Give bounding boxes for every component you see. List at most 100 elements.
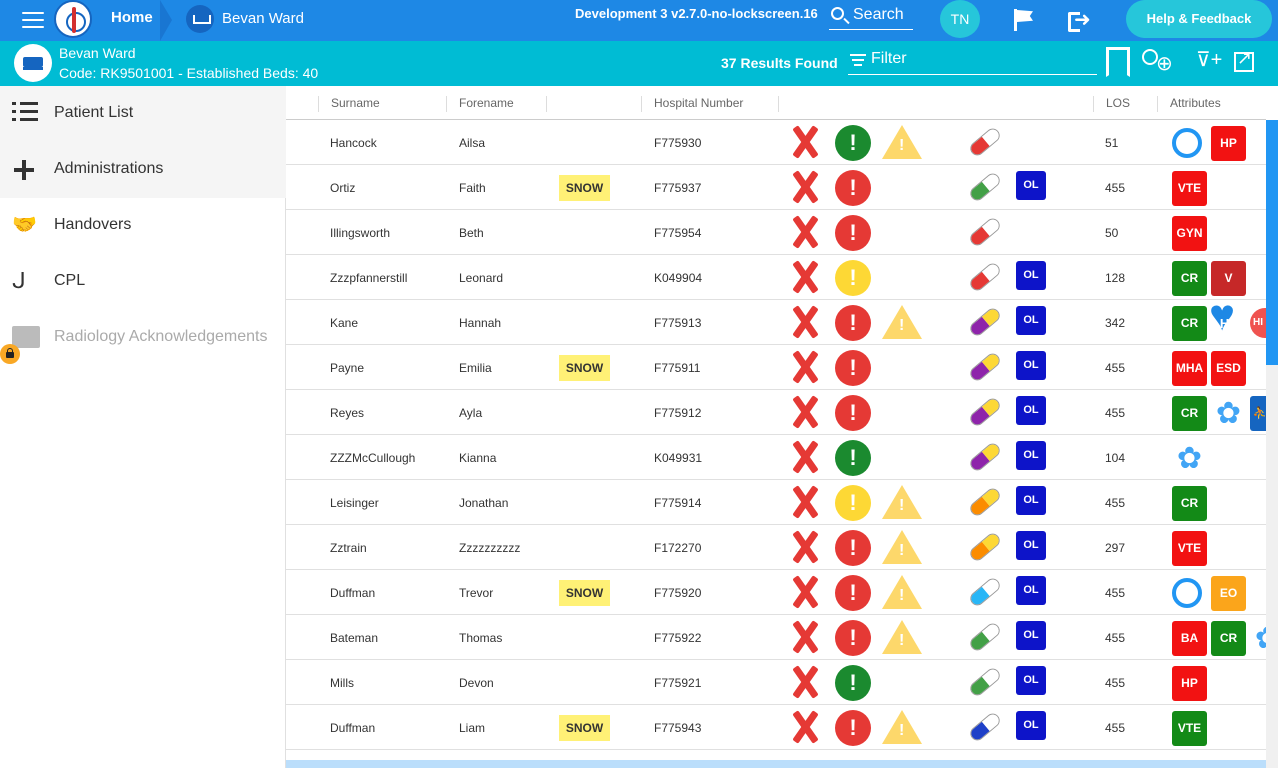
warning-icon[interactable]	[882, 125, 922, 159]
alert-icon[interactable]: !	[835, 440, 871, 476]
column-header-hospital-number[interactable]: Hospital Number	[641, 96, 778, 112]
table-row[interactable]: Reyes Ayla F775912! OL 455 CR ✿ ⛹	[286, 390, 1266, 435]
medication-pill-icon[interactable]	[967, 530, 1003, 564]
medication-pill-icon[interactable]	[967, 305, 1003, 339]
ring-icon[interactable]	[1172, 128, 1202, 158]
ring-icon[interactable]	[1172, 578, 1202, 608]
user-avatar[interactable]: TN	[940, 0, 980, 38]
cross-icon[interactable]	[789, 439, 821, 475]
alert-icon[interactable]: !	[835, 305, 871, 341]
filter-input[interactable]: Filter	[848, 49, 1097, 75]
attribute-badge[interactable]: GYN	[1172, 216, 1207, 251]
sidebar-item-patient-list[interactable]: Patient List	[0, 86, 286, 142]
search-button[interactable]: Search	[829, 4, 913, 30]
attribute-badge[interactable]: BA	[1172, 621, 1207, 656]
table-row[interactable]: Duffman Liam SNOW F775943! OL 455 VTE	[286, 705, 1266, 750]
medication-pill-icon[interactable]	[967, 260, 1003, 294]
attribute-badge[interactable]: CR	[1172, 261, 1207, 296]
column-header-los[interactable]: LOS	[1093, 96, 1158, 112]
table-row[interactable]: Ortiz Faith SNOW F775937! OL 455 VTE	[286, 165, 1266, 210]
cross-icon[interactable]	[789, 124, 821, 160]
attribute-badge[interactable]: VTE	[1172, 171, 1207, 206]
attribute-badge-partial[interactable]: HI	[1250, 308, 1266, 338]
alert-icon[interactable]: !	[835, 530, 871, 566]
ol-badge[interactable]: OL	[1016, 396, 1046, 425]
attribute-badge[interactable]: CR	[1172, 486, 1207, 521]
flag-icon[interactable]	[1012, 9, 1034, 31]
medication-pill-icon[interactable]	[967, 125, 1003, 159]
medication-pill-icon[interactable]	[967, 485, 1003, 519]
cross-icon[interactable]	[789, 349, 821, 385]
ol-badge[interactable]: OL	[1016, 441, 1046, 470]
column-header-attributes[interactable]: Attributes	[1157, 96, 1257, 112]
medication-pill-icon[interactable]	[967, 350, 1003, 384]
sidebar-item-handovers[interactable]: 🤝 Handovers	[0, 198, 286, 254]
cross-icon[interactable]	[789, 709, 821, 745]
medication-pill-icon[interactable]	[967, 215, 1003, 249]
ol-badge[interactable]: OL	[1016, 171, 1046, 200]
cross-icon[interactable]	[789, 304, 821, 340]
warning-icon[interactable]	[882, 485, 922, 519]
medication-pill-icon[interactable]	[967, 575, 1003, 609]
heart-icon[interactable]: HF	[1209, 298, 1246, 341]
alert-icon[interactable]: !	[835, 485, 871, 521]
column-header-surname[interactable]: Surname	[318, 96, 448, 112]
cross-icon[interactable]	[789, 169, 821, 205]
alert-icon[interactable]: !	[835, 215, 871, 251]
sidebar-item-administrations[interactable]: Administrations	[0, 142, 286, 198]
warning-icon[interactable]	[882, 710, 922, 744]
cross-icon[interactable]	[789, 259, 821, 295]
alert-icon[interactable]: !	[835, 125, 871, 161]
cross-icon[interactable]	[789, 619, 821, 655]
ol-badge[interactable]: OL	[1016, 531, 1046, 560]
attribute-badge[interactable]: HP	[1211, 126, 1246, 161]
medication-pill-icon[interactable]	[967, 440, 1003, 474]
alert-icon[interactable]: !	[835, 170, 871, 206]
forget-me-not-icon[interactable]: ✿	[1250, 621, 1266, 656]
add-filter-icon[interactable]: ⊽+	[1196, 49, 1223, 71]
breadcrumb-home[interactable]: Home	[111, 9, 153, 26]
warning-icon[interactable]	[882, 305, 922, 339]
cross-icon[interactable]	[789, 484, 821, 520]
medication-pill-icon[interactable]	[967, 665, 1003, 699]
horizontal-scrollbar[interactable]	[286, 760, 1266, 768]
ol-badge[interactable]: OL	[1016, 261, 1046, 290]
alert-icon[interactable]: !	[835, 665, 871, 701]
breadcrumb-ward[interactable]: Bevan Ward	[186, 4, 304, 34]
ol-badge[interactable]: OL	[1016, 486, 1046, 515]
ol-badge[interactable]: OL	[1016, 306, 1046, 335]
bookmark-icon[interactable]	[1106, 47, 1130, 77]
table-row[interactable]: Duffman Trevor SNOW F775920! OL 455 EO	[286, 570, 1266, 615]
cross-icon[interactable]	[789, 664, 821, 700]
warning-icon[interactable]	[882, 530, 922, 564]
open-external-icon[interactable]	[1234, 48, 1254, 72]
cross-icon[interactable]	[789, 529, 821, 565]
alert-icon[interactable]: !	[835, 575, 871, 611]
warning-icon[interactable]	[882, 575, 922, 609]
attribute-badge[interactable]: ESD	[1211, 351, 1246, 386]
vertical-scrollbar-thumb[interactable]	[1266, 120, 1278, 365]
attribute-badge[interactable]: CR	[1172, 396, 1207, 431]
cross-icon[interactable]	[789, 574, 821, 610]
forget-me-not-icon[interactable]: ✿	[1215, 397, 1242, 430]
attribute-badge[interactable]: EO	[1211, 576, 1246, 611]
forget-me-not-icon[interactable]: ✿	[1176, 442, 1203, 475]
table-row[interactable]: Kane Hannah F775913! OL 342 CR HF HI	[286, 298, 1266, 345]
alert-icon[interactable]: !	[835, 710, 871, 746]
table-row[interactable]: Payne Emilia SNOW F775911! OL 455 MHA ESD	[286, 345, 1266, 390]
add-users-icon[interactable]	[1138, 47, 1178, 77]
cross-icon[interactable]	[789, 214, 821, 250]
ol-badge[interactable]: OL	[1016, 576, 1046, 605]
table-row[interactable]: ZZZMcCullough Kianna K049931! OL 104 ✿	[286, 435, 1266, 480]
medication-pill-icon[interactable]	[967, 620, 1003, 654]
person-icon[interactable]: ⛹	[1250, 396, 1266, 431]
table-row[interactable]: Hancock Ailsa F775930! 51 HP	[286, 120, 1266, 165]
attribute-badge[interactable]: HP	[1172, 666, 1207, 701]
help-feedback-button[interactable]: Help & Feedback	[1126, 0, 1272, 38]
attribute-badge[interactable]: VTE	[1172, 711, 1207, 746]
attribute-badge[interactable]: CR	[1172, 306, 1207, 341]
medication-pill-icon[interactable]	[967, 395, 1003, 429]
table-row[interactable]: Illingsworth Beth F775954! 50 GYN	[286, 210, 1266, 255]
attribute-badge[interactable]: VTE	[1172, 531, 1207, 566]
